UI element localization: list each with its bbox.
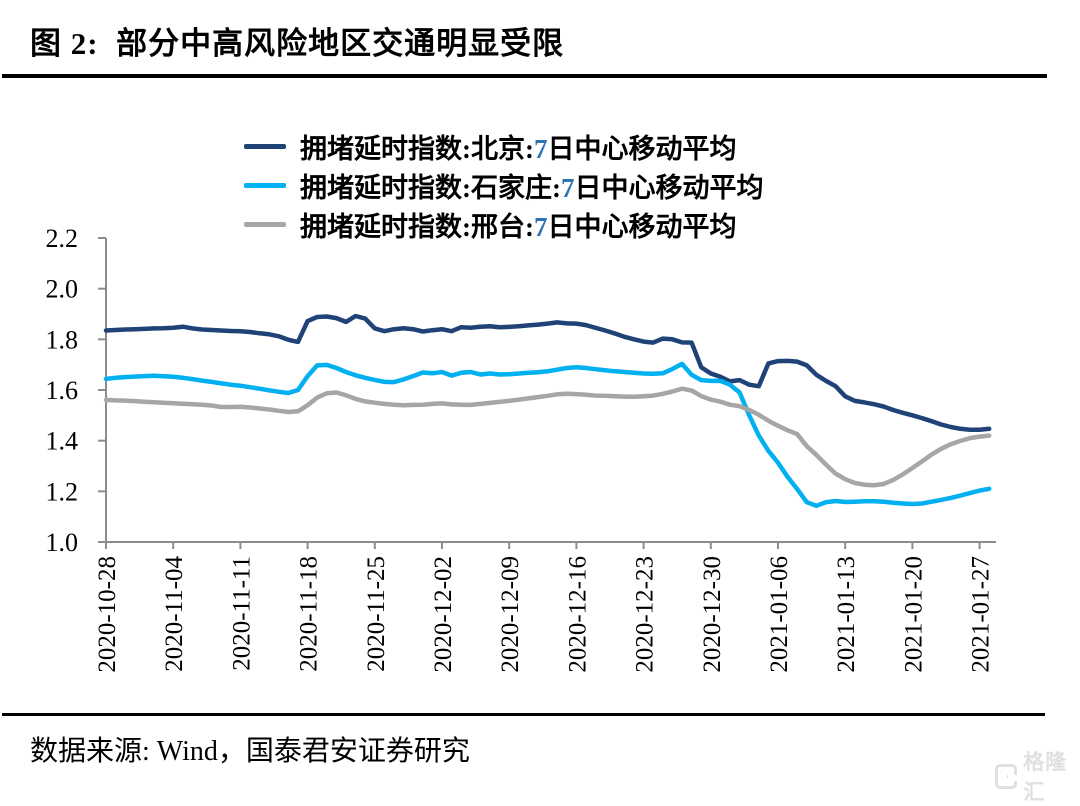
series-line-xingtai xyxy=(103,386,992,488)
legend-swatch-beijing xyxy=(244,144,286,149)
congestion-delay-index-chart: 1.0 1.2 1.4 1.6 1.8 2.0 2.2 2020-10-28 2020-11-0… xyxy=(46,224,996,673)
legend-label-text: 拥堵延时指数:北京: xyxy=(300,134,534,164)
x-tick-label: 2021-01-27 xyxy=(968,556,995,673)
legend-label-text: 拥堵延时指数:石家庄: xyxy=(300,173,561,203)
legend-label-number: 7 xyxy=(533,134,548,164)
gelonghui-watermark: 格隆汇 xyxy=(995,746,1080,806)
title-rule xyxy=(2,74,1047,78)
x-tick-label: 2020-12-02 xyxy=(430,556,457,673)
y-tick-label: 1.0 xyxy=(46,528,79,557)
series-line-shijiazhuang xyxy=(103,361,992,509)
x-tick-label: 2020-12-09 xyxy=(497,556,524,673)
watermark-text: 格隆汇 xyxy=(1023,751,1068,804)
x-tick-label: 2020-12-30 xyxy=(699,556,726,673)
legend-label-text: 日中心移动平均 xyxy=(574,173,764,203)
legend-label-xingtai: 拥堵延时指数:邢台:7日中心移动平均 xyxy=(300,205,736,244)
x-tick-label: 2021-01-06 xyxy=(766,556,793,673)
footer-rule xyxy=(2,713,1045,716)
x-tick-label: 2020-12-23 xyxy=(632,556,659,673)
gelonghui-logo-icon xyxy=(995,763,1018,789)
figure-title: 图 2: 部分中高风险地区交通明显受限 xyxy=(30,26,565,61)
legend-label-beijing: 拥堵延时指数:北京:7日中心移动平均 xyxy=(300,127,736,166)
y-tick-label: 1.2 xyxy=(46,477,79,506)
legend-item-shijiazhuang: 拥堵延时指数:石家庄:7日中心移动平均 xyxy=(244,166,763,205)
y-tick-label: 1.6 xyxy=(46,376,79,405)
data-source-note: 数据来源: Wind，国泰君安证券研究 xyxy=(30,736,470,767)
legend-label-text: 日中心移动平均 xyxy=(547,212,737,242)
legend-label-shijiazhuang: 拥堵延时指数:石家庄:7日中心移动平均 xyxy=(300,166,763,205)
x-tick-label: 2020-11-04 xyxy=(161,556,188,672)
chart-legend: 拥堵延时指数:北京:7日中心移动平均 拥堵延时指数:石家庄:7日中心移动平均 拥… xyxy=(244,127,763,244)
y-tick-label: 1.4 xyxy=(46,427,79,456)
legend-swatch-shijiazhuang xyxy=(244,183,286,188)
x-tick-label: 2021-01-13 xyxy=(833,556,860,673)
x-tick-label: 2021-01-20 xyxy=(900,556,927,673)
axes xyxy=(98,238,996,543)
y-tick-label: 2.0 xyxy=(46,275,79,304)
legend-label-text: 日中心移动平均 xyxy=(547,134,737,164)
x-tick-label: 2020-11-18 xyxy=(296,556,323,672)
x-tick-label: 2020-10-28 xyxy=(94,556,121,673)
y-tick-label: 2.2 xyxy=(46,224,79,253)
series-line-beijing xyxy=(103,313,992,433)
legend-swatch-xingtai xyxy=(244,222,286,227)
legend-label-number: 7 xyxy=(533,212,548,242)
legend-item-xingtai: 拥堵延时指数:邢台:7日中心移动平均 xyxy=(244,205,763,244)
legend-label-text: 拥堵延时指数:邢台: xyxy=(300,212,534,242)
legend-item-beijing: 拥堵延时指数:北京:7日中心移动平均 xyxy=(244,127,763,166)
y-tick-label: 1.8 xyxy=(46,325,79,354)
x-tick-label: 2020-11-25 xyxy=(363,556,390,672)
x-tick-label: 2020-11-11 xyxy=(228,556,255,671)
x-tick-label: 2020-12-16 xyxy=(564,556,591,673)
legend-label-number: 7 xyxy=(560,173,575,203)
